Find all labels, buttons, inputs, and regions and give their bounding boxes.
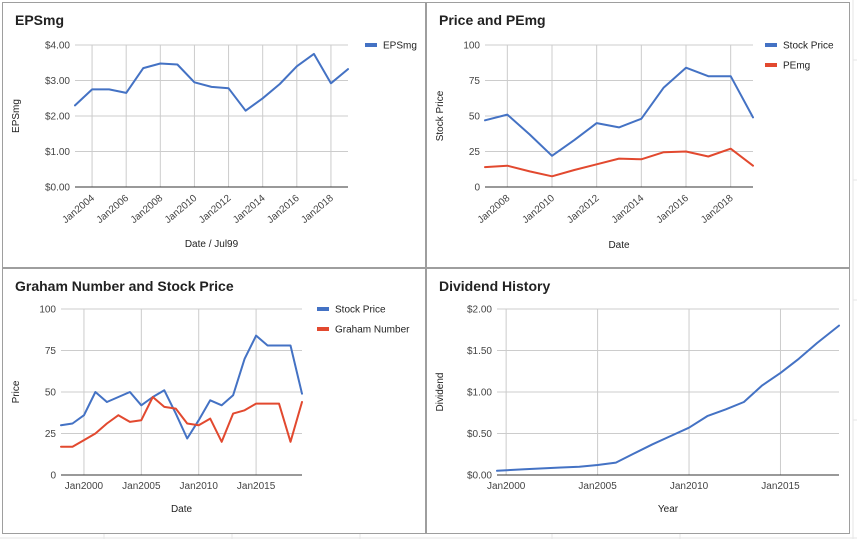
x-tick-label: Jan2010 [520,193,557,226]
legend-swatch [317,327,329,331]
graham-number-chart: Graham Number and Stock Price 0 25 50 75 100 J… [11,278,410,515]
y-tick-label: 0 [50,471,56,482]
legend-swatch [765,63,777,67]
x-tick-label: Jan2015 [237,481,276,492]
x-tick-label: Jan2005 [122,481,161,492]
eps-chart-panel: EPSmg $0.00 $1.00 $2.00 $3.00 $4.00 Jan2004 Jan… [2,2,426,268]
y-tick-label: $2.00 [45,112,70,123]
y-tick-label: 50 [469,112,481,123]
x-tick-label: Jan2016 [265,193,302,226]
y-tick-label: 25 [469,147,481,158]
legend-label: Graham Number [335,325,410,336]
legend-swatch [317,307,329,311]
y-tick-label: $0.50 [467,429,492,440]
y-tick-label: $4.00 [45,41,70,52]
y-axis-label: EPSmg [11,99,22,133]
y-tick-label: $2.00 [467,305,492,316]
y-axis-label: Price [11,380,22,403]
x-tick-label: Jan2004 [61,193,98,226]
x-tick-label: Jan2018 [299,193,336,226]
x-tick-label: Jan2010 [163,193,200,226]
y-tick-label: 75 [45,346,57,357]
series-line [484,66,754,157]
legend-swatch [765,43,777,47]
legend-label: EPSmg [383,41,417,52]
y-tick-label: 25 [45,429,57,440]
legend-label: Stock Price [335,305,386,316]
series-line [496,324,840,472]
legend-label: PEmg [783,61,810,72]
x-axis-label: Date [171,504,193,515]
dividend-history-chart-panel: Dividend History $0.00 $0.50 $1.00 $1.50 $2.0… [426,268,850,534]
chart-title: Dividend History [439,278,550,294]
x-tick-label: Jan2014 [231,193,268,226]
x-tick-label: Jan2015 [761,481,800,492]
x-tick-label: Jan2005 [578,481,617,492]
series-line [60,396,303,448]
x-tick-label: Jan2008 [476,193,513,226]
x-axis-label: Date / Jul99 [185,239,239,250]
x-axis-label: Year [658,504,679,515]
x-tick-label: Jan2012 [565,193,602,226]
y-tick-label: $0.00 [467,471,492,482]
x-axis-label: Date [608,240,630,251]
y-tick-label: $1.00 [467,388,492,399]
y-tick-label: 100 [39,305,56,316]
y-tick-label: $1.00 [45,147,70,158]
x-tick-label: Jan2016 [654,193,691,226]
dividend-history-chart: Dividend History $0.00 $0.50 $1.00 $1.50 $2.0… [435,278,840,515]
legend-label: Stock Price [783,41,834,52]
x-tick-label: Jan2012 [197,193,234,226]
x-tick-label: Jan2010 [180,481,219,492]
series-line [484,147,754,178]
y-tick-label: 50 [45,388,57,399]
x-tick-label: Jan2006 [95,193,132,226]
price-pe-chart-panel: Price and PEmg 0 25 50 75 100 Jan2008 Jan2010 Ja… [426,2,850,268]
y-tick-label: $1.50 [467,346,492,357]
y-axis-label: Dividend [435,373,446,412]
eps-chart: EPSmg$0.00$1.00$2.00$3.00$4.00Jan2004Jan… [11,12,417,250]
y-tick-label: $3.00 [45,76,70,87]
series-line [74,52,349,112]
x-tick-label: Jan2018 [699,193,736,226]
y-axis-label: Stock Price [435,90,446,141]
chart-title: EPSmg [15,12,64,28]
chart-title: Graham Number and Stock Price [15,278,234,294]
y-tick-label: 75 [469,76,481,87]
chart-title: Price and PEmg [439,12,546,28]
x-tick-label: Jan2014 [610,193,647,226]
y-tick-label: 0 [474,183,480,194]
x-tick-label: Jan2000 [487,481,526,492]
series-line [60,334,303,440]
legend-swatch [365,43,377,47]
y-tick-label: 100 [463,41,480,52]
graham-number-chart-panel: Graham Number and Stock Price 0 25 50 75 100 J… [2,268,426,534]
x-tick-label: Jan2008 [129,193,166,226]
x-tick-label: Jan2010 [670,481,709,492]
x-tick-label: Jan2000 [65,481,104,492]
y-tick-label: $0.00 [45,183,70,194]
